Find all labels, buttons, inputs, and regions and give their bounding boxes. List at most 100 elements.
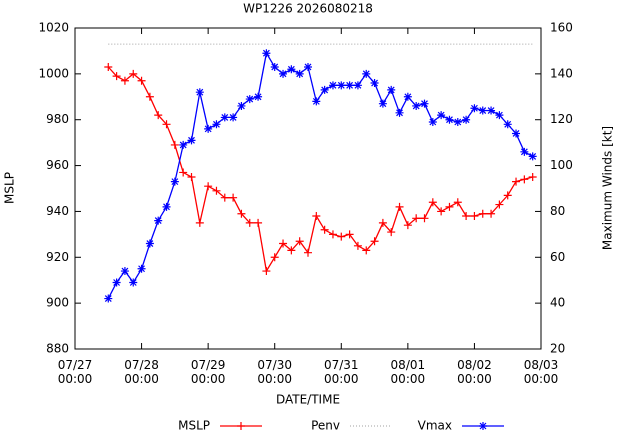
point bbox=[120, 267, 129, 276]
legend-marker bbox=[237, 422, 245, 430]
point bbox=[362, 69, 371, 78]
point bbox=[112, 278, 121, 287]
point bbox=[295, 69, 304, 78]
point bbox=[370, 79, 379, 88]
point bbox=[337, 81, 346, 90]
point bbox=[162, 120, 171, 129]
y2-tick-label: 40 bbox=[550, 296, 565, 310]
y2-axis-label: Maximum Winds [kt] bbox=[601, 126, 615, 250]
point bbox=[445, 202, 454, 211]
point bbox=[162, 202, 171, 211]
legend-label: Penv bbox=[311, 419, 340, 432]
point bbox=[245, 218, 254, 227]
legend-marker bbox=[479, 422, 487, 430]
y-tick-label: 920 bbox=[46, 250, 69, 264]
y2-tick-label: 60 bbox=[550, 250, 565, 264]
point bbox=[204, 124, 213, 133]
point bbox=[412, 101, 421, 110]
point bbox=[129, 69, 138, 78]
point bbox=[154, 216, 163, 225]
point bbox=[304, 62, 312, 71]
point bbox=[262, 267, 271, 276]
point bbox=[437, 111, 446, 120]
point bbox=[129, 278, 138, 287]
point bbox=[154, 111, 163, 120]
y-tick-label: 880 bbox=[46, 342, 69, 356]
y2-tick-label: 20 bbox=[550, 342, 565, 356]
point bbox=[170, 140, 179, 149]
point bbox=[262, 49, 271, 58]
point bbox=[212, 120, 221, 129]
point bbox=[187, 173, 196, 182]
point bbox=[395, 202, 404, 211]
point bbox=[279, 239, 288, 248]
point bbox=[403, 221, 412, 230]
point bbox=[495, 111, 504, 120]
x-tick-label: 08/03 00:00 bbox=[524, 358, 559, 386]
point bbox=[487, 106, 496, 115]
point bbox=[512, 129, 521, 138]
point bbox=[520, 175, 529, 184]
point bbox=[229, 113, 238, 122]
point bbox=[387, 228, 396, 237]
point bbox=[287, 65, 296, 74]
y2-tick-label: 140 bbox=[550, 66, 573, 80]
point bbox=[420, 99, 429, 108]
x-tick-label: 07/28 00:00 bbox=[124, 358, 159, 386]
point bbox=[412, 214, 421, 223]
y2-tick-label: 120 bbox=[550, 112, 573, 126]
y2-tick-label: 100 bbox=[550, 158, 573, 172]
point bbox=[312, 97, 321, 106]
point bbox=[487, 209, 496, 218]
point bbox=[462, 212, 471, 221]
point bbox=[220, 113, 229, 122]
x-tick-label: 07/30 00:00 bbox=[257, 358, 292, 386]
point bbox=[362, 246, 371, 255]
point bbox=[428, 198, 437, 207]
x-tick-label: 07/27 00:00 bbox=[58, 358, 93, 386]
chart-title: WP1226 2026080218 bbox=[243, 2, 373, 16]
point bbox=[229, 193, 238, 202]
point bbox=[445, 115, 454, 124]
point bbox=[179, 168, 188, 177]
point bbox=[320, 225, 329, 234]
point bbox=[462, 115, 471, 124]
point bbox=[237, 209, 246, 218]
y2-tick-label: 160 bbox=[550, 21, 573, 35]
point bbox=[112, 72, 121, 81]
point bbox=[387, 85, 396, 94]
point bbox=[428, 118, 437, 127]
series-line bbox=[107, 51, 534, 299]
point bbox=[195, 88, 204, 97]
point bbox=[245, 95, 254, 104]
point bbox=[104, 294, 113, 303]
point bbox=[104, 62, 113, 71]
point bbox=[270, 62, 279, 71]
point bbox=[453, 198, 462, 207]
point bbox=[179, 140, 188, 149]
series-line bbox=[107, 66, 533, 273]
y-tick-label: 960 bbox=[46, 158, 69, 172]
point bbox=[345, 81, 354, 90]
point bbox=[287, 246, 296, 255]
point bbox=[204, 182, 213, 191]
point bbox=[279, 69, 288, 78]
point bbox=[187, 136, 196, 145]
point bbox=[378, 99, 387, 108]
point bbox=[254, 92, 263, 101]
point bbox=[528, 152, 537, 161]
x-tick-label: 08/02 00:00 bbox=[457, 358, 492, 386]
point bbox=[120, 76, 129, 85]
point bbox=[512, 177, 521, 186]
point bbox=[270, 253, 279, 262]
point bbox=[470, 212, 479, 221]
point bbox=[370, 237, 379, 246]
x-tick-label: 08/01 00:00 bbox=[391, 358, 426, 386]
x-axis-label: DATE/TIME bbox=[276, 393, 340, 407]
legend-label: Vmax bbox=[418, 419, 452, 432]
y-axis-label: MSLP bbox=[3, 172, 17, 204]
point bbox=[328, 81, 337, 90]
point bbox=[237, 101, 246, 110]
point bbox=[503, 191, 512, 200]
